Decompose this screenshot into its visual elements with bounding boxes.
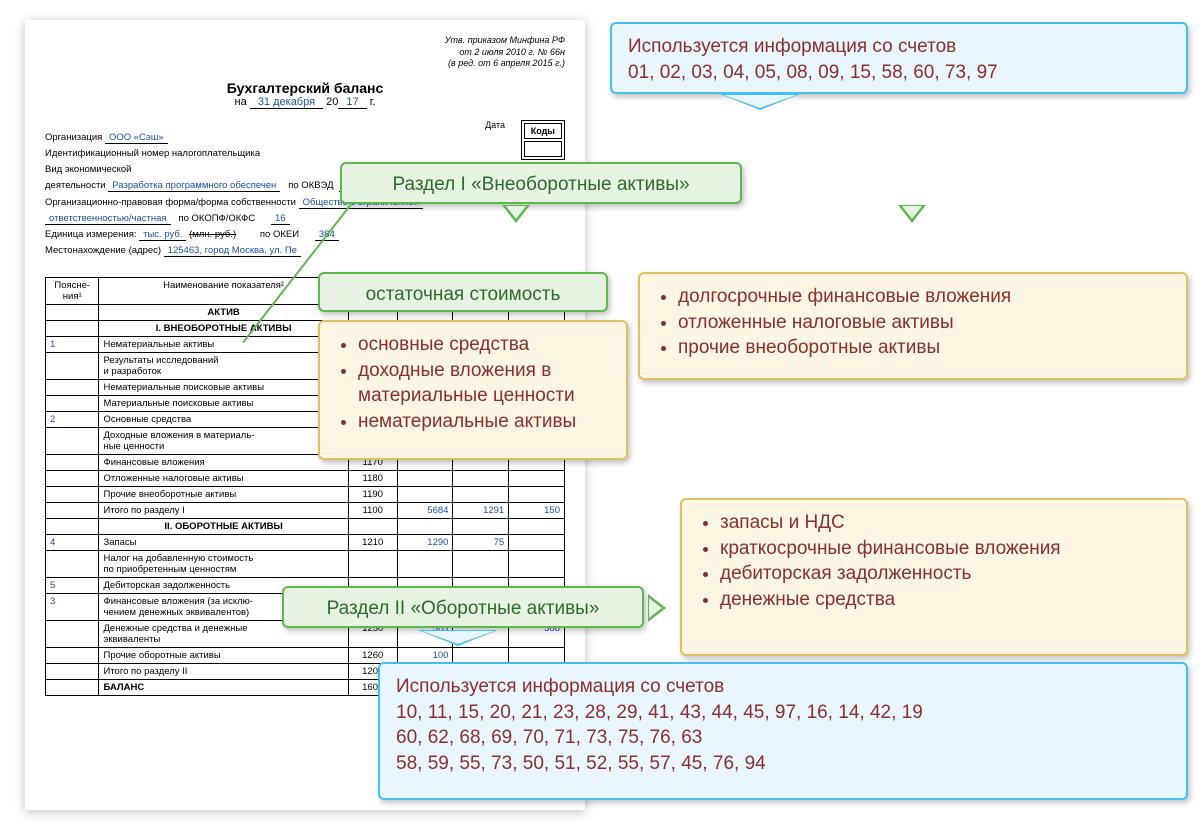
col-name: Наименование показателя² [99,278,348,305]
table-row: Налог на добавленную стоимость по приобр… [46,551,565,578]
addr-label: Местонахождение (адрес) [45,245,161,256]
date-20: 20 [326,96,338,108]
activity-label: Вид экономической [45,164,131,175]
date-year: 17 [338,96,366,109]
addr-value: 125463, город Москва, ул. Пе [164,245,301,257]
okei-label: по ОКЕИ [260,229,299,240]
arrow-down-icon [418,630,498,646]
list-item: основные средства [358,332,610,358]
approved-l2: от 2 июля 2010 г. № 66н [45,47,565,59]
list-item: доходные вложения в материальные ценност… [358,358,610,409]
inn-label: Идентификационный номер налогоплательщик… [45,148,260,159]
okopf-label: по ОКОПФ/ОКФС [178,213,255,224]
date-label: Дата [45,120,565,130]
approved-block: Утв. приказом Минфина РФ от 2 июля 2010 … [45,35,565,70]
section2-title: Раздел II «Оборотные активы» [284,588,642,630]
right2-bullets: запасы и НДСкраткосрочные финансовые вло… [698,510,1170,613]
section2-header: II. ОБОРОТНЫЕ АКТИВЫ [99,519,348,535]
aktiv-header: АКТИВ [99,305,348,321]
section1-title: Раздел I «Внеоборотные активы» [342,164,740,206]
kody-header: Коды [524,123,562,139]
doc-dateline: на 31 декабря 2017 г. [45,96,565,108]
list-item: денежные средства [720,587,1170,613]
date-suffix: г. [370,96,376,108]
residual-title: остаточная стоимость [320,274,606,316]
form-value2: ответственностью/частная [45,213,171,225]
bottom-l2: 10, 11, 15, 20, 21, 23, 28, 29, 41, 43, … [396,700,1170,726]
list-item: прочие внеоборотные активы [678,335,1170,361]
approved-l1: Утв. приказом Минфина РФ [45,35,565,47]
residual-bullets: основные средствадоходные вложения в мат… [336,332,610,435]
unit-label: Единица измерения: [45,229,136,240]
arrow-down-icon [898,205,926,223]
list-item: отложенные налоговые активы [678,310,1170,336]
table-row: 4Запасы1210129075 [46,535,565,551]
section2-callout: Раздел II «Оборотные активы» [282,586,644,628]
top-accounts-callout: Используется информация со счетов 01, 02… [610,22,1188,94]
right1-bullets: долгосрочные финансовые вложенияотложенн… [656,284,1170,361]
list-item: запасы и НДС [720,510,1170,536]
bottom-l1: Используется информация со счетов [396,674,1170,700]
list-item: дебиторская задолженность [720,561,1170,587]
org-value: ООО «Сэш» [105,132,168,144]
arrow-down-icon [502,205,530,223]
table-row: Отложенные налоговые активы1180 [46,471,565,487]
okopf-value: 16 [271,213,290,225]
list-item: долгосрочные финансовые вложения [678,284,1170,310]
table-row: Прочие внеоборотные активы1190 [46,487,565,503]
activity-value: Разработка программного обеспечен [108,180,280,192]
bottom-accounts-callout: Используется информация со счетов 10, 11… [378,662,1188,800]
top-accounts-l1: Используется информация со счетов [628,34,1170,60]
org-label: Организация [45,132,102,143]
residual-title-callout: остаточная стоимость [318,272,608,312]
right1-callout: долгосрочные финансовые вложенияотложенн… [638,272,1188,380]
section1-callout: Раздел I «Внеоборотные активы» [340,162,742,204]
unit-value: тыс. руб. [139,229,186,241]
bottom-l4: 58, 59, 55, 73, 50, 51, 52, 55, 57, 45, … [396,751,1170,777]
doc-title: Бухгалтерский баланс [45,80,565,96]
activity-label2: деятельности [45,180,106,191]
kody-table: Коды [521,120,565,160]
form-label: Организационно-правовая форма/форма собс… [45,197,296,208]
table-row: Итого по разделу I110056841291150 [46,503,565,519]
right2-callout: запасы и НДСкраткосрочные финансовые вло… [680,498,1188,656]
date-day: 31 декабря [250,96,323,109]
okved-label: по ОКВЭД [288,180,333,191]
date-prefix: на [235,96,247,108]
top-accounts-l2: 01, 02, 03, 04, 05, 08, 09, 15, 58, 60, … [628,60,1170,86]
unit-strike: (млн. руб.) [189,229,236,240]
approved-l3: (в ред. от 6 апреля 2015 г.) [45,58,565,70]
residual-list-callout: основные средствадоходные вложения в мат… [318,320,628,460]
section1-header: I. ВНЕОБОРОТНЫЕ АКТИВЫ [99,321,348,337]
col-explanations: Поясне- ния¹ [46,278,99,305]
arrow-down-icon [720,94,800,110]
list-item: нематериальные активы [358,409,610,435]
arrow-right-icon [648,594,666,622]
bottom-l3: 60, 62, 68, 69, 70, 71, 73, 75, 76, 63 [396,725,1170,751]
list-item: краткосрочные финансовые вложения [720,536,1170,562]
